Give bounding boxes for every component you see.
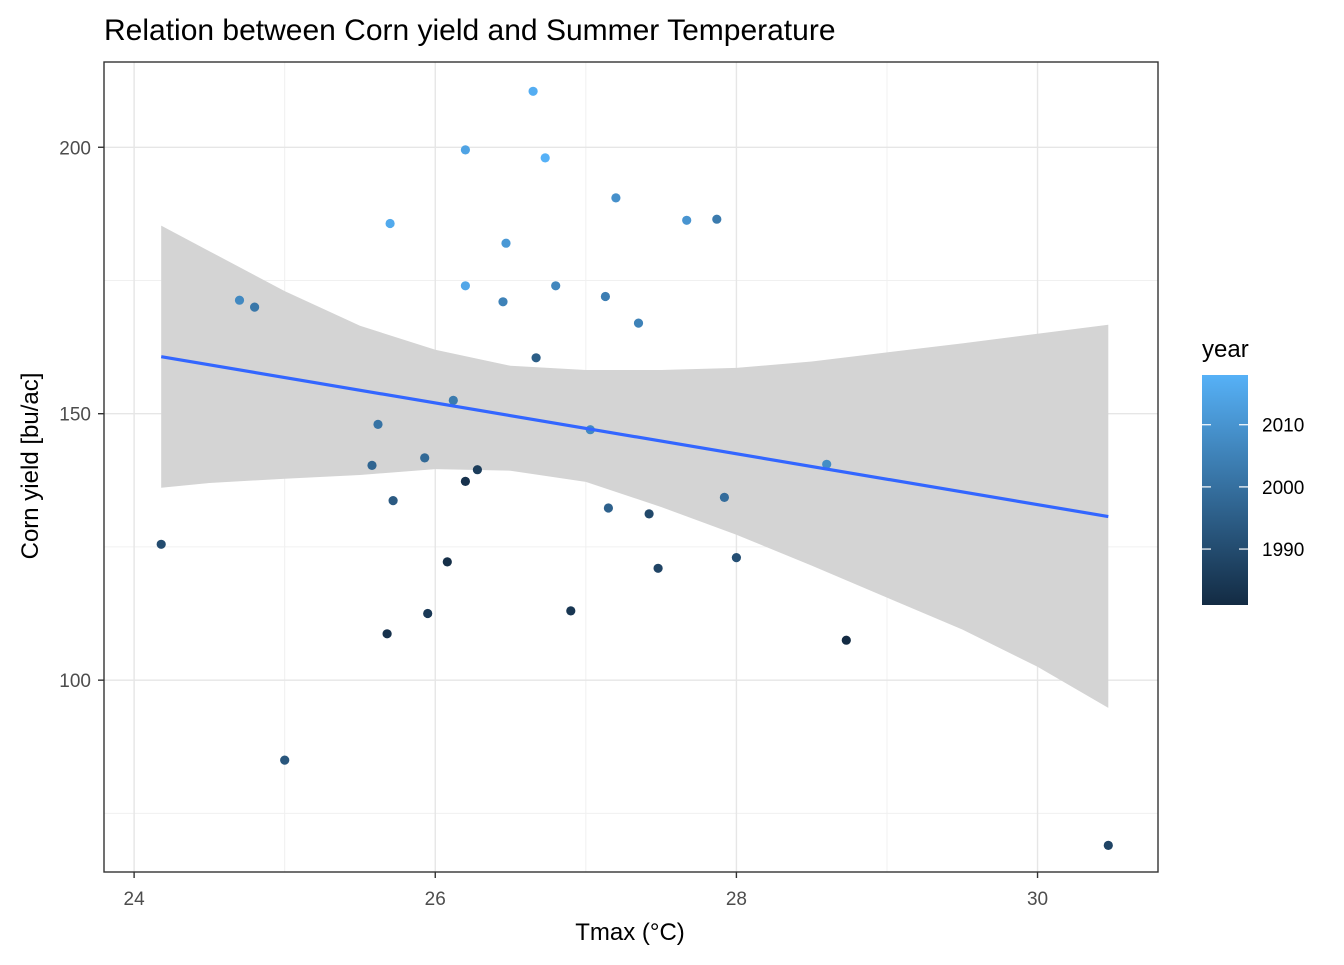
data-point [644, 509, 654, 519]
x-tick-label: 28 [726, 889, 747, 910]
data-point [682, 215, 692, 225]
data-point [540, 153, 550, 163]
x-axis-label: Tmax (°C) [575, 919, 685, 946]
data-point [528, 86, 538, 96]
chart-title: Relation between Corn yield and Summer T… [104, 14, 836, 47]
colorbar-tick-label: 2000 [1262, 478, 1304, 499]
data-point [611, 193, 621, 203]
x-tick-label: 26 [425, 889, 446, 910]
data-point [460, 281, 470, 291]
data-point [600, 291, 611, 302]
data-point [531, 353, 541, 363]
data-point [442, 557, 452, 567]
data-point [250, 302, 260, 312]
data-point [420, 453, 430, 463]
colorbar-tick-label: 1990 [1262, 540, 1304, 561]
data-point [156, 539, 166, 549]
y-tick-label: 150 [59, 405, 91, 426]
y-axis-label: Corn yield [bu/ac] [17, 373, 44, 560]
data-point [822, 459, 832, 469]
data-point [712, 214, 722, 224]
panel-border [103, 61, 1159, 873]
colorbar [1202, 375, 1248, 605]
data-point [731, 553, 742, 563]
x-tick-label: 24 [124, 889, 146, 910]
data-point [472, 465, 482, 475]
color-legend: year 1990 2000 2010 [1202, 336, 1304, 605]
data-point [498, 297, 508, 307]
data-point [382, 629, 392, 639]
data-point [603, 503, 614, 513]
data-point [501, 238, 511, 248]
y-tick-label: 200 [59, 138, 91, 159]
data-point [423, 608, 433, 619]
x-tick-label: 30 [1027, 889, 1048, 910]
y-tick-label: 100 [59, 671, 91, 692]
data-point [1103, 840, 1113, 851]
data-point [460, 145, 470, 155]
data-point [388, 496, 398, 506]
data-point [448, 395, 458, 405]
data-point [633, 318, 644, 328]
legend-title: year [1202, 336, 1249, 363]
regression-line [160, 355, 1109, 519]
plot-area: 24 26 28 30 100 150 200 [59, 61, 1159, 910]
data-point [566, 606, 576, 616]
confidence-band [161, 225, 1109, 708]
data-point [841, 635, 851, 645]
data-point [719, 492, 730, 502]
data-point [280, 755, 290, 765]
data-point [460, 476, 470, 486]
data-point [367, 460, 377, 470]
data-point [373, 419, 383, 429]
data-point [385, 218, 395, 229]
colorbar-tick-label: 2010 [1262, 416, 1304, 437]
data-point [551, 281, 561, 291]
data-point [653, 563, 663, 573]
data-point [234, 295, 245, 305]
